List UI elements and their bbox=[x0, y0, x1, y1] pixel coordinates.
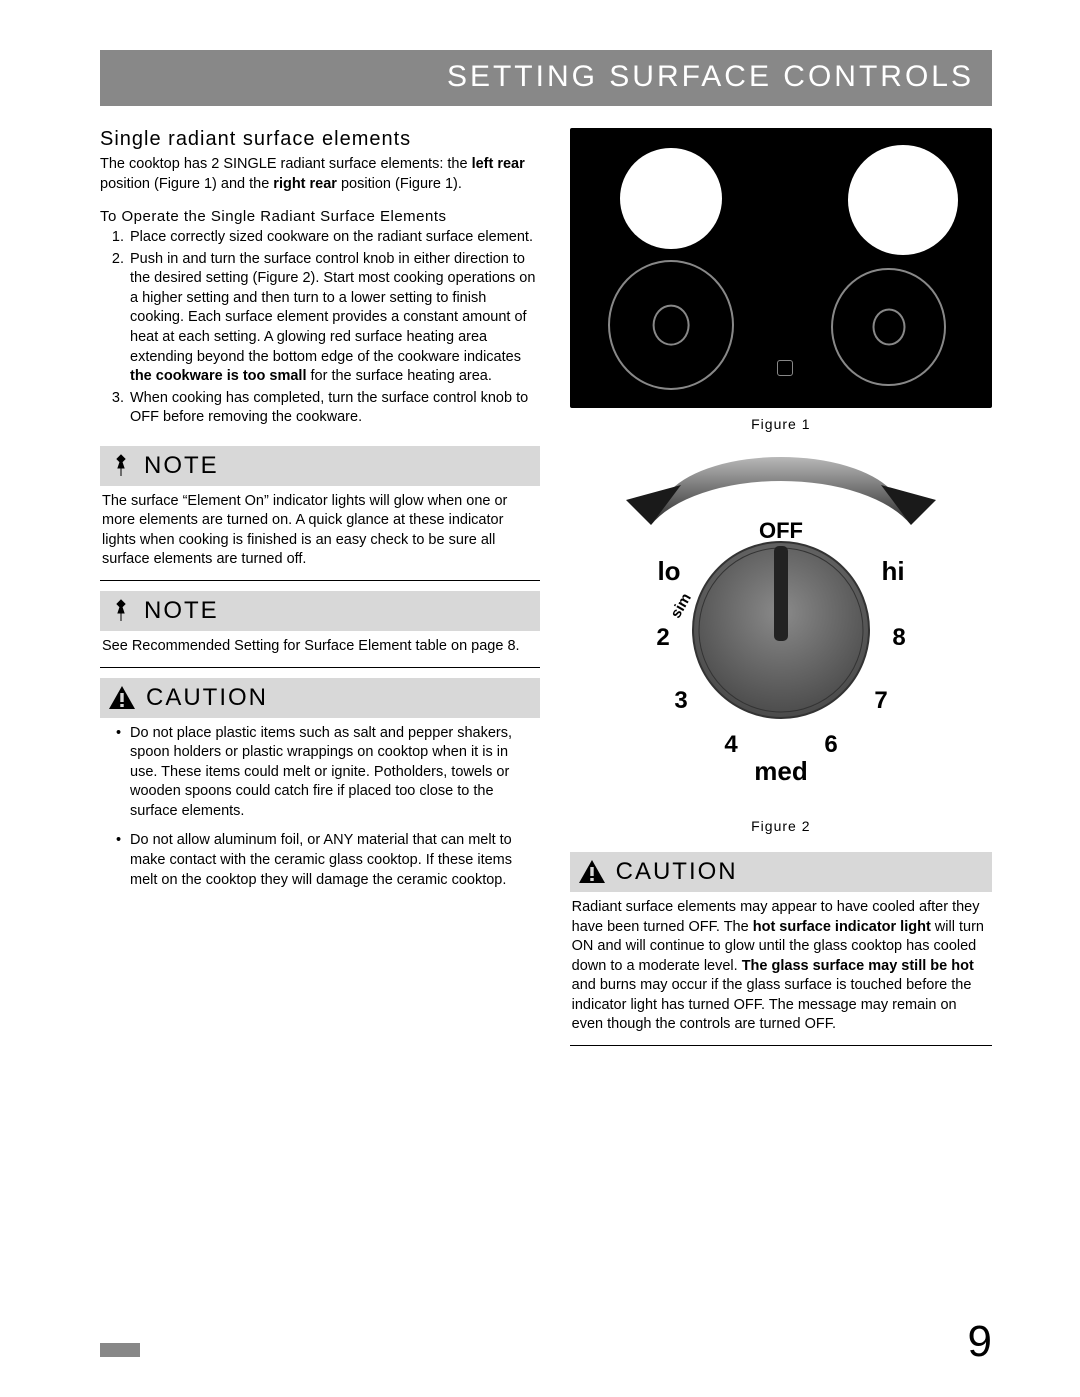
note-body: See Recommended Setting for Surface Elem… bbox=[100, 631, 540, 668]
note-body: The surface “Element On” indicator light… bbox=[100, 486, 540, 581]
caution-label: CAUTION bbox=[146, 684, 268, 712]
caution-header: CAUTION bbox=[570, 852, 992, 892]
figure-cooktop bbox=[570, 128, 992, 408]
caution-bullets: Do not place plastic items such as salt … bbox=[102, 724, 538, 891]
warning-icon bbox=[108, 685, 136, 711]
figure-caption: Figure 1 bbox=[570, 416, 992, 432]
section-header: SETTING SURFACE CONTROLS bbox=[100, 50, 992, 106]
procedure-steps: Place correctly sized cookware on the ra… bbox=[100, 228, 540, 428]
svg-text:6: 6 bbox=[824, 731, 837, 758]
figure-knob: OFF lo hi sim 2 8 3 7 4 6 med bbox=[570, 450, 992, 810]
svg-text:sim: sim bbox=[667, 590, 695, 621]
pushpin-icon bbox=[108, 453, 134, 479]
step-item: When cooking has completed, turn the sur… bbox=[128, 389, 540, 428]
two-column-layout: Single radiant surface elements The cook… bbox=[100, 128, 992, 1050]
pushpin-icon bbox=[108, 598, 134, 624]
control-knob-diagram: OFF lo hi sim 2 8 3 7 4 6 med bbox=[591, 450, 971, 810]
svg-text:OFF: OFF bbox=[759, 518, 803, 543]
right-column: Figure 1 bbox=[570, 128, 992, 1050]
page-number: 9 bbox=[968, 1317, 992, 1367]
manual-page: SETTING SURFACE CONTROLS Single radiant … bbox=[0, 0, 1080, 1397]
footer-accent-bar bbox=[100, 1343, 140, 1357]
warning-icon bbox=[578, 859, 606, 885]
left-column: Single radiant surface elements The cook… bbox=[100, 128, 540, 1050]
procedure-heading: To Operate the Single Radiant Surface El… bbox=[100, 208, 540, 225]
svg-text:lo: lo bbox=[657, 556, 680, 586]
figure-caption: Figure 2 bbox=[570, 818, 992, 834]
svg-text:hi: hi bbox=[881, 556, 904, 586]
note-label: NOTE bbox=[144, 452, 219, 480]
step-item: Push in and turn the surface control kno… bbox=[128, 250, 540, 387]
svg-text:3: 3 bbox=[674, 687, 687, 714]
bullet-item: Do not allow aluminum foil, or ANY mater… bbox=[116, 831, 538, 890]
bullet-item: Do not place plastic items such as salt … bbox=[116, 724, 538, 822]
svg-text:med: med bbox=[754, 756, 807, 786]
page-footer: 9 bbox=[100, 1339, 992, 1357]
burner-rear-left bbox=[620, 148, 721, 249]
step-item: Place correctly sized cookware on the ra… bbox=[128, 228, 540, 248]
note-header: NOTE bbox=[100, 446, 540, 486]
svg-text:4: 4 bbox=[724, 731, 738, 758]
svg-text:2: 2 bbox=[656, 624, 669, 651]
burner-rear-right bbox=[848, 145, 958, 255]
note-label: NOTE bbox=[144, 597, 219, 625]
svg-text:8: 8 bbox=[892, 624, 905, 651]
caution-label: CAUTION bbox=[616, 858, 738, 886]
section-title: SETTING SURFACE CONTROLS bbox=[447, 60, 974, 93]
intro-paragraph: The cooktop has 2 SINGLE radiant surface… bbox=[100, 155, 540, 194]
indicator-light-icon bbox=[777, 360, 793, 376]
note-header: NOTE bbox=[100, 591, 540, 631]
svg-text:7: 7 bbox=[874, 687, 887, 714]
caution-body: Radiant surface elements may appear to h… bbox=[570, 892, 992, 1046]
caution-body: Do not place plastic items such as salt … bbox=[100, 718, 540, 911]
caution-header: CAUTION bbox=[100, 678, 540, 718]
burner-front-left bbox=[608, 260, 735, 391]
subheading: Single radiant surface elements bbox=[100, 128, 540, 151]
burner-front-right bbox=[831, 268, 945, 386]
